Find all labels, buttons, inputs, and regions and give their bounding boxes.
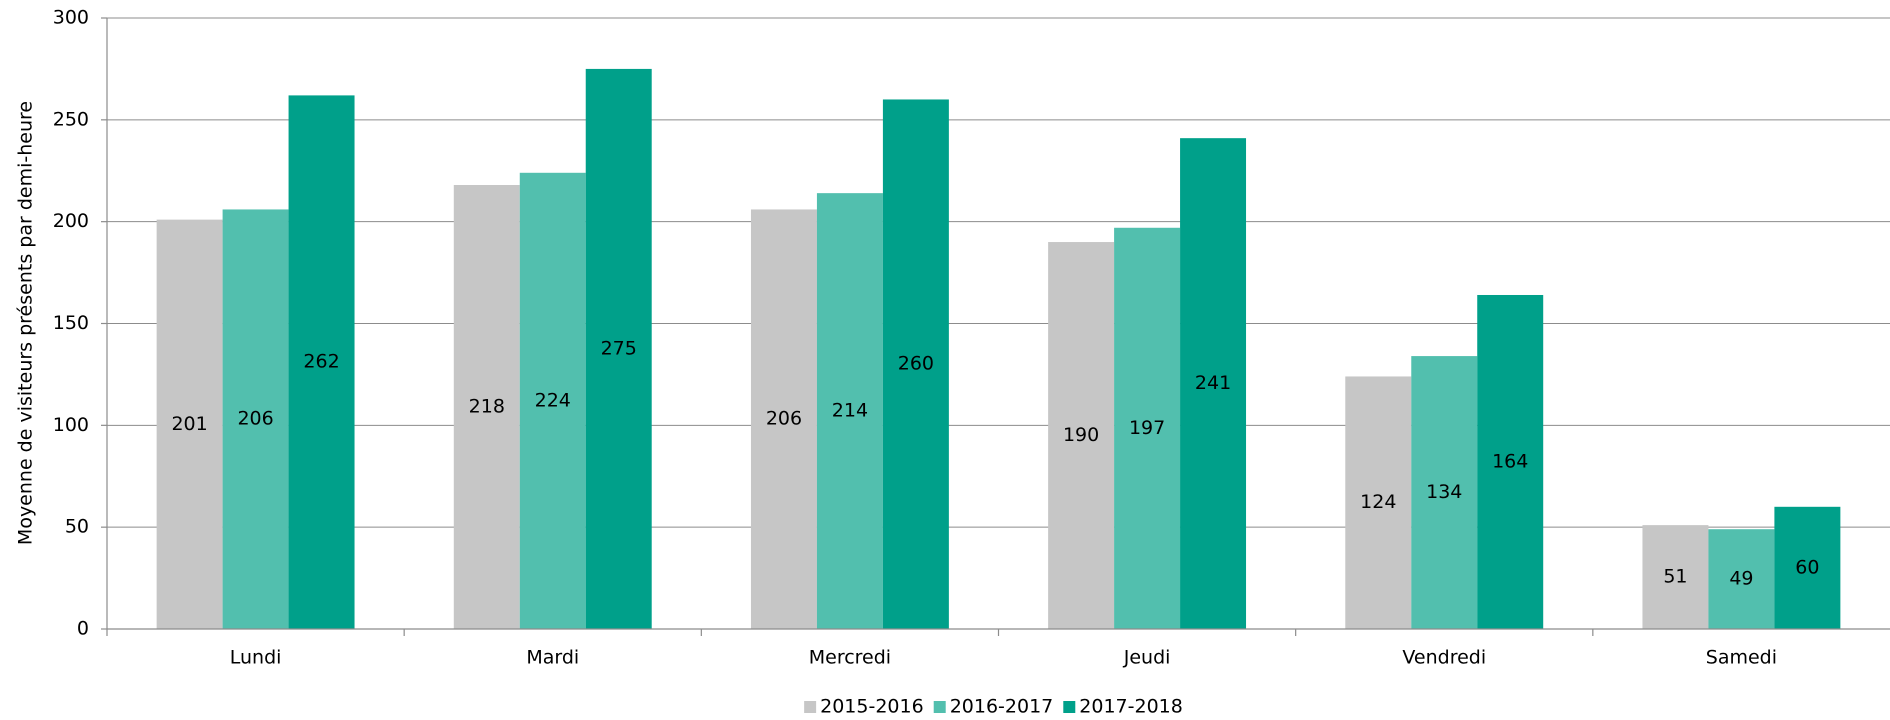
data-label: 275 [601,337,637,359]
legend-label: 2015-2016 [820,696,924,718]
data-label: 60 [1795,556,1819,578]
bar [156,219,223,629]
y-tick-label: 200 [53,210,89,232]
bar [1708,529,1775,629]
x-tick-label: Mercredi [809,647,891,669]
bar [750,209,817,630]
data-label: 164 [1492,450,1528,472]
y-axis-label: Moyenne de visiteurs présents par demi-h… [15,101,37,545]
y-tick-label: 100 [53,414,89,436]
data-label: 201 [171,413,207,435]
bar [288,95,355,630]
legend-label: 2017-2018 [1079,696,1183,718]
data-label: 197 [1129,417,1165,439]
x-tick-label: Mardi [526,647,579,669]
legend-swatch [1063,701,1076,713]
data-label: 134 [1426,481,1462,503]
data-label: 260 [898,353,934,375]
bar [1048,242,1115,630]
bar [1180,138,1247,629]
y-tick-label: 150 [53,312,89,334]
x-tick-label: Jeudi [1123,647,1171,669]
x-tick-label: Vendredi [1402,647,1486,669]
bar [453,185,520,630]
bar [816,193,883,630]
bar [1114,227,1181,629]
bar [1477,294,1544,629]
data-label: 190 [1063,424,1099,446]
bar [585,68,652,629]
data-label: 214 [832,400,868,422]
bar [519,172,586,629]
y-tick-label: 0 [77,618,89,640]
data-label: 206 [766,408,802,430]
data-label: 51 [1663,566,1687,588]
bar [1345,376,1412,629]
y-tick-label: 50 [65,516,89,538]
legend-label: 2016-2017 [950,696,1054,718]
data-label: 262 [303,351,339,373]
x-tick-label: Lundi [230,647,282,669]
y-tick-label: 250 [53,108,89,130]
bar [882,99,949,629]
x-tick-label: Samedi [1706,647,1777,669]
data-label: 206 [237,408,273,430]
data-label: 124 [1360,491,1396,513]
legend-swatch [933,701,946,713]
bar [1642,525,1709,629]
data-label: 49 [1729,568,1753,590]
y-tick-label: 300 [53,7,89,29]
bar [222,209,289,630]
data-label: 241 [1195,372,1231,394]
legend-swatch [804,701,817,713]
data-label: 218 [469,396,505,418]
bar [1774,506,1841,629]
data-label: 224 [535,389,571,411]
bar [1411,356,1478,629]
